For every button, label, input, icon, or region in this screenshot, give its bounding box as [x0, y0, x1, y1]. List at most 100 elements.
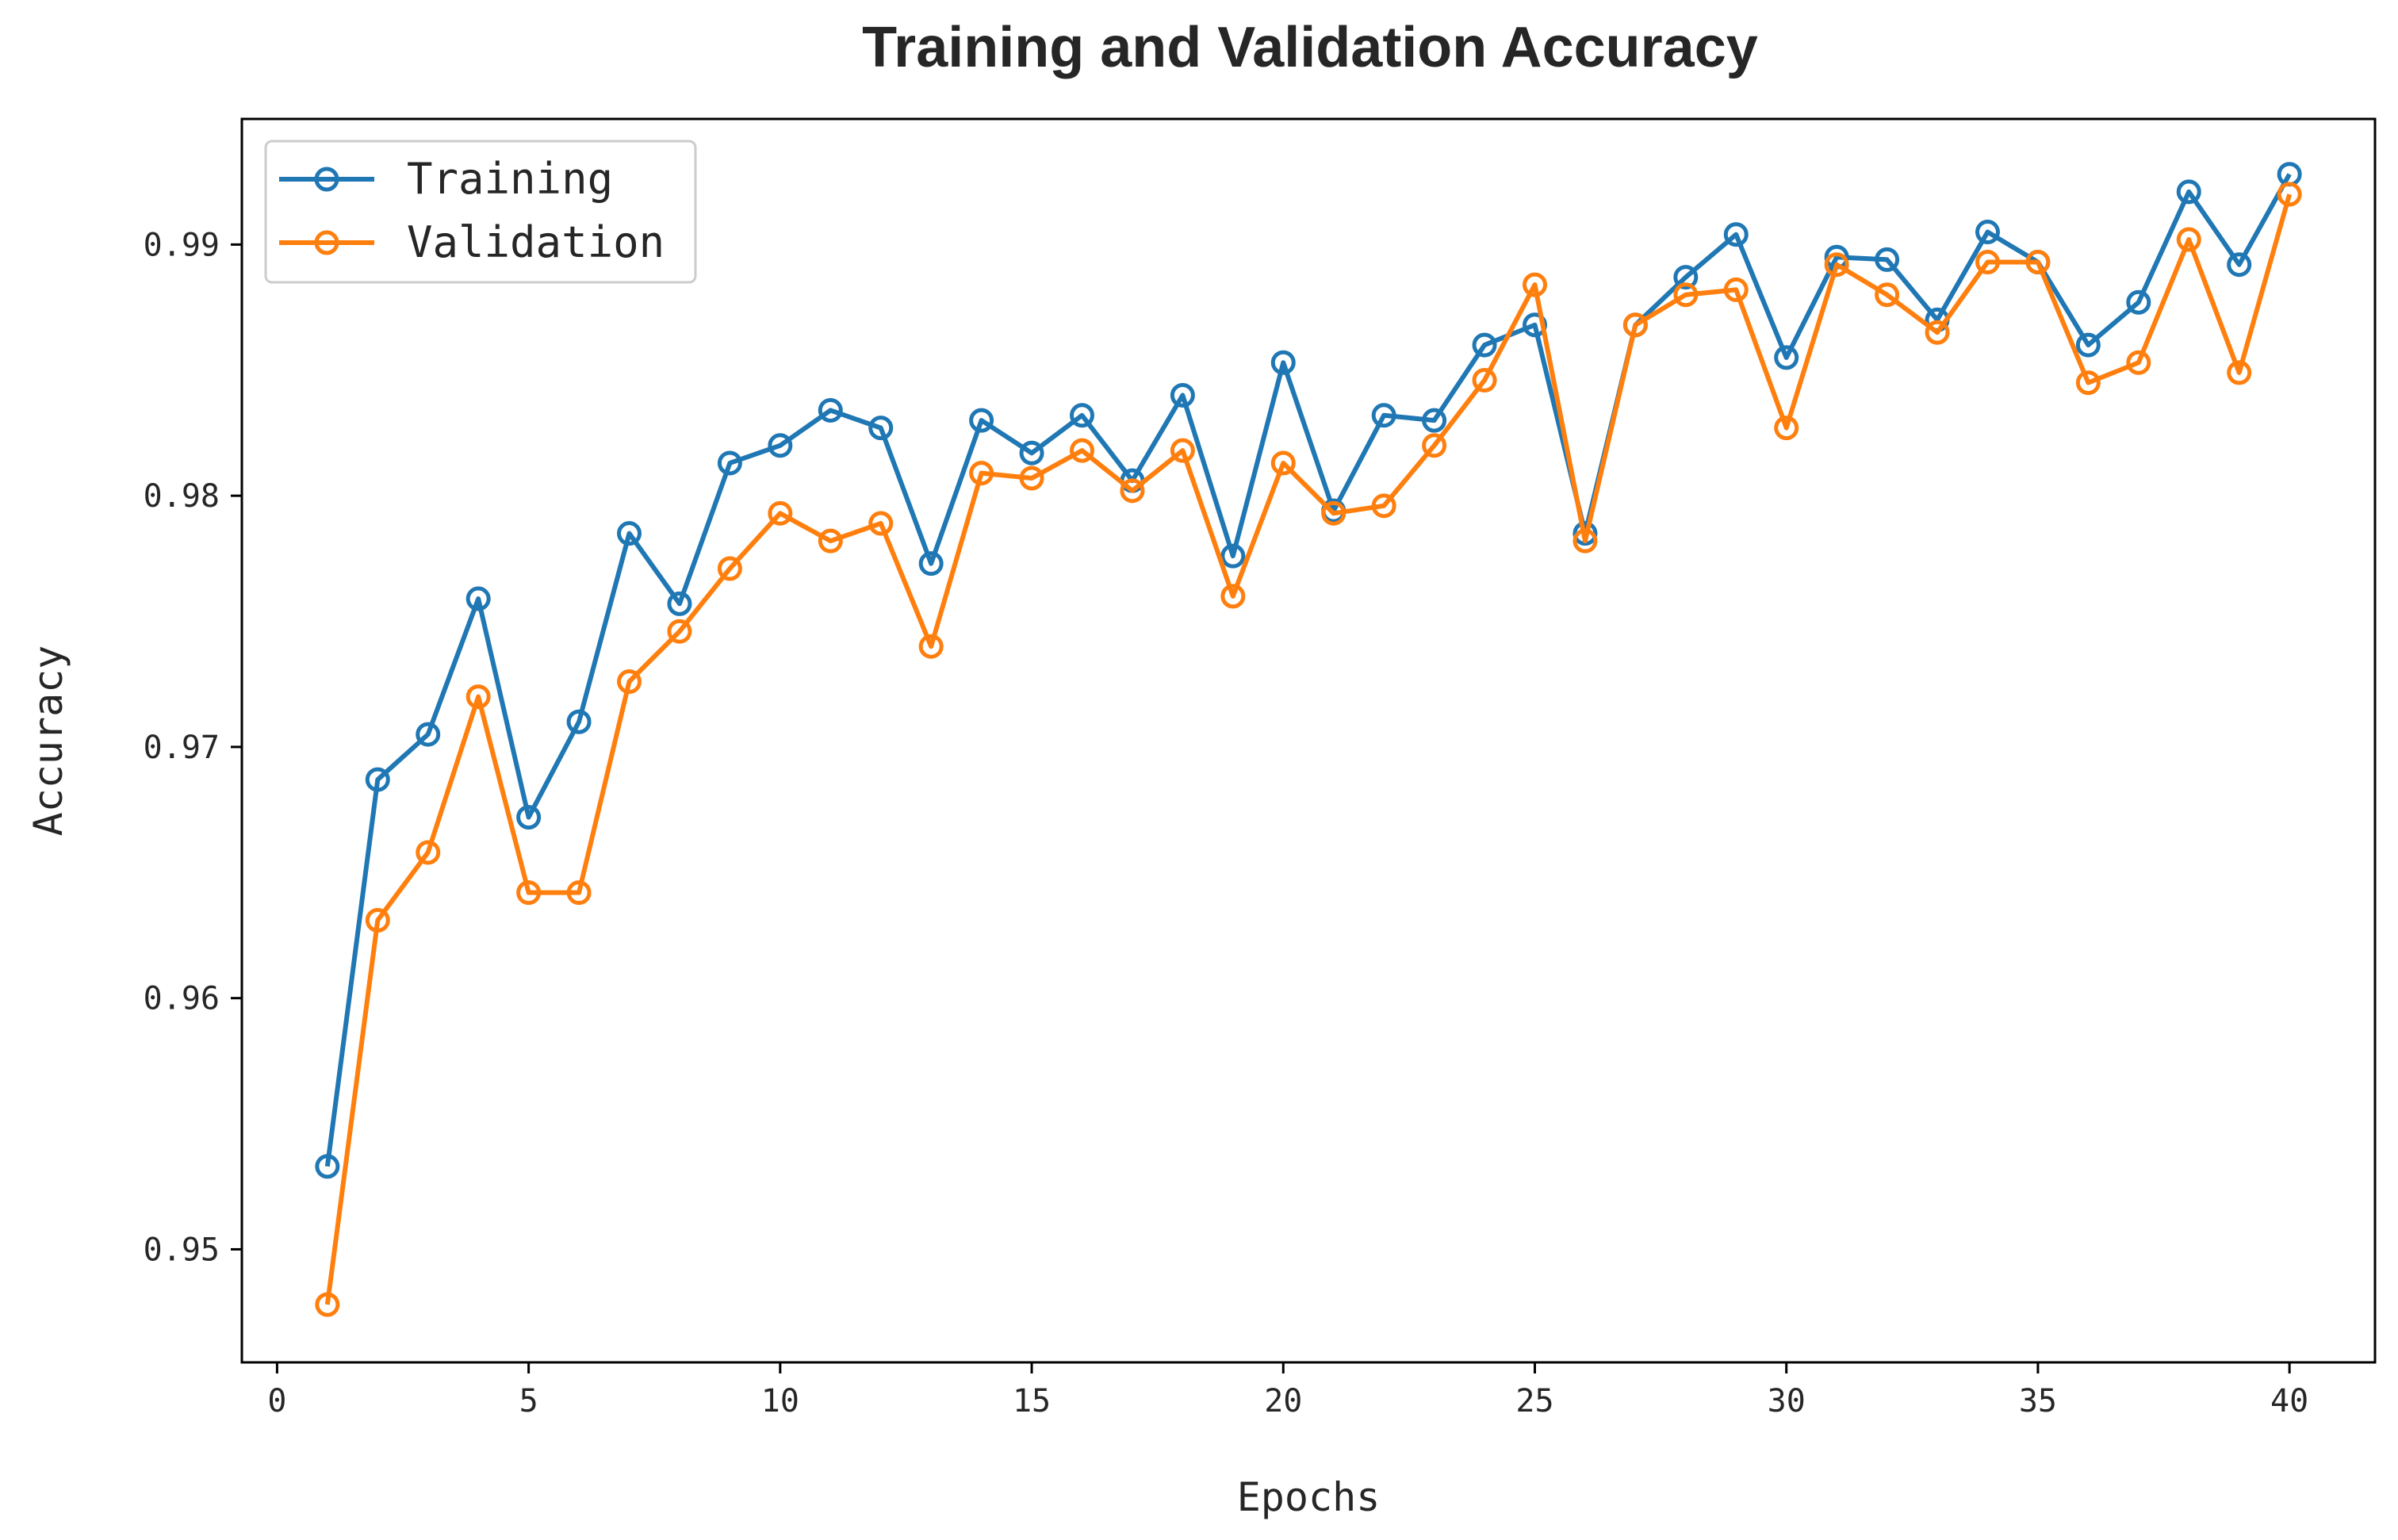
training-point	[1572, 521, 1598, 546]
validation-point	[1170, 438, 1195, 463]
x-axis-label: Epochs	[1237, 1474, 1381, 1520]
x-tick-label: 25	[1515, 1383, 1553, 1419]
training-point	[1019, 440, 1044, 465]
training-point	[516, 805, 542, 830]
validation-point	[1572, 528, 1598, 554]
validation-point	[768, 500, 793, 526]
x-tick-label: 35	[2019, 1383, 2057, 1419]
validation-point	[315, 1292, 340, 1317]
legend-training-marker	[314, 167, 339, 192]
validation-point	[1875, 282, 1900, 308]
validation-point	[969, 461, 994, 486]
x-tick-label: 40	[2270, 1383, 2308, 1419]
validation-point	[1220, 584, 1246, 609]
legend-validation-marker	[314, 230, 339, 255]
training-point	[1975, 220, 2000, 245]
validation-point	[617, 669, 642, 695]
training-point	[768, 433, 793, 458]
x-tick-label: 10	[761, 1383, 799, 1419]
training-point	[1723, 222, 1749, 247]
validation-line	[324, 193, 2293, 1305]
training-point	[365, 767, 390, 792]
validation-point	[1622, 312, 1648, 338]
training-point	[416, 722, 441, 747]
validation-point	[1925, 320, 1950, 345]
validation-point	[1270, 450, 1296, 476]
x-tick-label: 5	[519, 1383, 538, 1419]
y-tick-label: 0.97	[144, 730, 220, 766]
legend-validation-label: Validation	[407, 217, 665, 267]
training-point	[1170, 382, 1195, 408]
training-point	[1472, 332, 1497, 358]
training-point	[1422, 408, 1447, 433]
training-point	[1774, 345, 1799, 370]
y-axis: 0.95 0.96 0.97 0.98 0.99	[144, 227, 242, 1268]
training-point	[1270, 350, 1296, 375]
validation-point	[416, 840, 441, 865]
y-tick-label: 0.96	[144, 981, 220, 1017]
validation-point	[1120, 478, 1145, 504]
training-point	[1673, 265, 1699, 290]
training-point	[667, 591, 692, 616]
validation-point	[868, 511, 894, 536]
training-point	[1371, 403, 1396, 428]
y-axis-label: Accuracy	[25, 645, 71, 837]
validation-point	[1522, 272, 1547, 297]
training-point	[2227, 252, 2252, 278]
training-point	[1875, 247, 1900, 272]
validation-point	[1472, 367, 1497, 393]
validation-point	[818, 528, 843, 554]
validation-point	[2025, 250, 2051, 275]
chart-title: Training and Validation Accuracy	[862, 16, 1758, 79]
validation-point	[1422, 433, 1447, 458]
validation-point	[2126, 350, 2151, 375]
validation-point	[2075, 370, 2101, 396]
training-point	[868, 416, 894, 441]
validation-point	[1371, 493, 1396, 519]
training-point	[465, 586, 491, 611]
training-point	[918, 551, 944, 577]
legend: Training Validation	[264, 140, 697, 284]
training-point	[1070, 403, 1095, 428]
training-point	[2176, 179, 2201, 205]
validation-point	[1070, 438, 1095, 463]
validation-point	[1774, 416, 1799, 441]
validation-point	[2277, 182, 2302, 207]
validation-point	[918, 634, 944, 659]
validation-point	[2176, 227, 2201, 252]
training-point	[717, 450, 742, 476]
validation-point	[667, 619, 692, 644]
series-layer	[315, 162, 2302, 1317]
validation-point	[717, 556, 742, 581]
y-tick-label: 0.95	[144, 1232, 220, 1268]
validation-point	[516, 880, 542, 906]
training-point	[818, 397, 843, 423]
x-axis: 0 5 10 15 20 25 30 35 40	[267, 1362, 2308, 1419]
validation-point	[365, 907, 390, 933]
training-point	[1220, 543, 1246, 569]
y-tick-label: 0.98	[144, 478, 220, 515]
legend-training-label: Training	[407, 154, 613, 204]
y-tick-label: 0.99	[144, 227, 220, 263]
plot-area	[240, 117, 2377, 1364]
validation-point	[465, 684, 491, 710]
training-point	[566, 709, 592, 734]
training-line	[324, 173, 2292, 1167]
validation-point	[1975, 250, 2000, 275]
x-tick-label: 0	[267, 1383, 286, 1419]
training-point	[315, 1154, 340, 1179]
legend-box	[264, 140, 697, 284]
x-tick-label: 30	[1768, 1383, 1806, 1419]
training-point	[617, 521, 642, 546]
validation-point	[566, 880, 592, 906]
x-tick-label: 20	[1264, 1383, 1302, 1419]
validation-point	[1673, 282, 1699, 308]
validation-point	[1824, 252, 1849, 278]
validation-point	[1723, 277, 1749, 302]
training-point	[2075, 332, 2101, 358]
training-point	[2126, 289, 2151, 315]
validation-point	[1019, 465, 1044, 491]
validation-point	[1321, 500, 1346, 526]
training-point	[969, 408, 994, 433]
